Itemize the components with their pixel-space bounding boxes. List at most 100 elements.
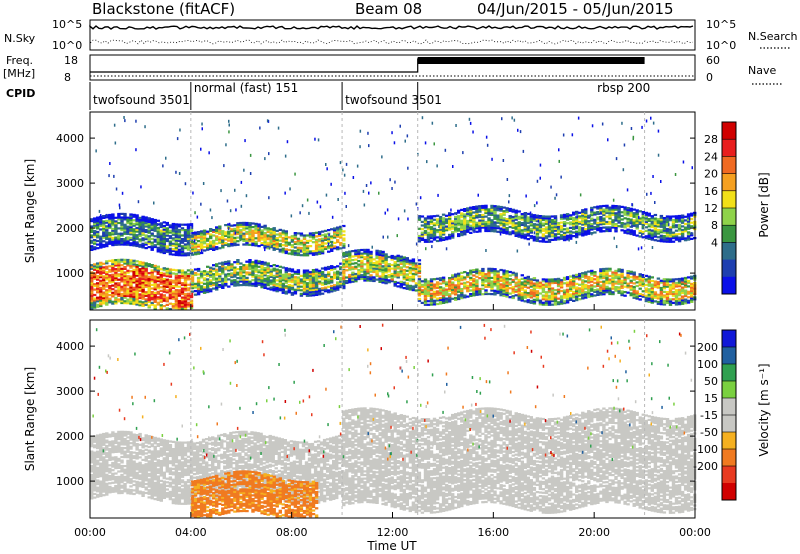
echo-cell	[426, 237, 431, 240]
echo-cell	[114, 229, 118, 232]
echo-cell	[680, 218, 685, 221]
echo-cell	[457, 233, 461, 236]
echo-cell	[123, 294, 127, 297]
echo-cell	[99, 301, 103, 304]
echo-cell	[662, 222, 667, 225]
echo-cell	[602, 276, 606, 280]
echo-cell	[99, 217, 103, 220]
echo-cell	[147, 284, 151, 287]
echo-cell	[135, 234, 139, 237]
echo-cell	[419, 196, 422, 200]
echo-cell	[671, 287, 676, 290]
echo-cell	[448, 233, 452, 236]
echo-cell	[150, 292, 154, 295]
echo-cell	[93, 263, 97, 266]
echo-cell	[108, 277, 112, 280]
echo-cell	[199, 233, 204, 237]
echo-cell	[242, 276, 246, 279]
echo-cell	[227, 260, 231, 263]
echo-cell	[626, 208, 630, 211]
echo-cell	[108, 224, 112, 227]
echo-cell	[575, 277, 579, 280]
echo-cell	[478, 219, 482, 222]
echo-cell	[156, 278, 160, 281]
echo-cell	[93, 283, 97, 286]
echo-cell	[123, 273, 127, 276]
echo-cell	[360, 254, 364, 257]
echo-cell	[183, 245, 188, 248]
echo-cell	[339, 271, 343, 274]
echo-cell	[484, 208, 488, 211]
echo-cell	[650, 216, 654, 220]
echo-cell	[248, 238, 252, 241]
echo-cell	[165, 269, 169, 272]
echo-cell	[108, 217, 112, 220]
echo-cell	[466, 284, 470, 287]
echo-cell	[189, 292, 194, 295]
echo-cell	[129, 279, 133, 282]
echo-cell	[578, 290, 582, 294]
echo-cell	[404, 139, 406, 143]
echo-cell	[132, 301, 136, 304]
echo-cell	[366, 270, 370, 273]
echo-cell	[647, 288, 651, 291]
echo-cell	[165, 289, 169, 292]
echo-cell	[336, 283, 340, 286]
echo-cell	[605, 226, 609, 229]
echo-cell	[653, 226, 658, 229]
echo-cell	[680, 234, 685, 237]
echo-cell	[451, 286, 455, 290]
echo-cell	[132, 263, 136, 266]
echo-cell	[653, 280, 658, 283]
echo-cell	[199, 230, 204, 233]
echo-cell	[162, 296, 166, 299]
echo-cell	[553, 235, 558, 238]
echo-cell	[641, 293, 645, 296]
echo-cell	[532, 295, 537, 298]
echo-cell	[171, 286, 176, 289]
echo-cell	[215, 281, 219, 284]
echo-cell	[323, 288, 328, 291]
echo-cell	[233, 282, 237, 285]
echo-cell	[602, 221, 606, 224]
echo-cell	[269, 272, 273, 275]
echo-cell	[144, 273, 148, 276]
echo-cell	[405, 273, 409, 276]
echo-cell	[417, 294, 422, 297]
echo-cell	[90, 300, 94, 303]
echo-cell	[457, 287, 461, 290]
echo-cell	[296, 281, 301, 284]
echo-cell	[144, 216, 148, 219]
freq-tick-lo: 8	[64, 71, 71, 84]
echo-cell	[686, 236, 691, 239]
echo-cell	[327, 285, 331, 288]
echo-cell	[472, 285, 476, 288]
echo-cell	[493, 214, 497, 217]
echo-cell	[93, 299, 97, 302]
echo-cell	[569, 223, 573, 226]
echo-cell	[333, 267, 337, 271]
echo-cell	[129, 297, 133, 300]
echo-cell	[484, 229, 488, 233]
echo-cell	[538, 224, 543, 227]
echo-cell	[544, 280, 549, 283]
echo-cell	[339, 280, 343, 283]
echo-cell	[496, 218, 500, 221]
echo-cell	[517, 230, 521, 233]
echo-cell	[423, 224, 428, 227]
echo-cell	[330, 235, 334, 238]
echo-cell	[602, 222, 606, 226]
echo-cell	[435, 299, 440, 302]
echo-cell	[578, 233, 582, 236]
echo-cell	[448, 296, 452, 299]
echo-cell	[629, 286, 633, 290]
echo-cell	[363, 274, 367, 277]
echo-cell	[620, 286, 624, 289]
echo-cell	[96, 285, 100, 288]
echo-cell	[405, 262, 409, 265]
echo-cell	[96, 220, 100, 223]
echo-cell	[317, 291, 322, 294]
echo-cell	[342, 233, 346, 237]
echo-cell	[623, 285, 627, 288]
